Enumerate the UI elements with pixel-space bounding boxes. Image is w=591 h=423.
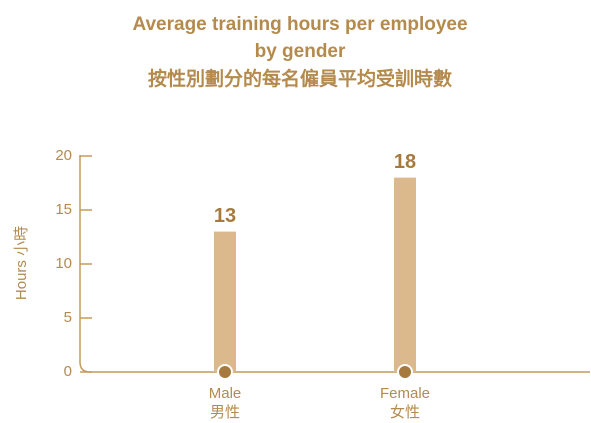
y-tick-label: 15 bbox=[55, 201, 72, 218]
marker bbox=[217, 364, 233, 380]
x-tick-label: Male bbox=[209, 385, 242, 402]
data-label: 18 bbox=[394, 151, 416, 173]
x-tick-label: 男性 bbox=[210, 404, 240, 421]
chart-title: by gender bbox=[255, 41, 346, 62]
y-tick-label: 20 bbox=[55, 147, 72, 164]
y-axis-label: Hours 小時 bbox=[13, 226, 30, 300]
y-tick-label: 5 bbox=[64, 309, 72, 326]
bar bbox=[394, 177, 416, 372]
chart-title: Average training hours per employee bbox=[132, 14, 467, 35]
data-label: 13 bbox=[214, 205, 236, 227]
y-tick-label: 10 bbox=[55, 255, 72, 272]
x-tick-label: Female bbox=[380, 385, 430, 402]
chart-title: 按性別劃分的每名僱員平均受訓時數 bbox=[148, 67, 452, 90]
axis bbox=[79, 155, 590, 373]
y-tick-label: 0 bbox=[64, 363, 72, 380]
bar bbox=[214, 231, 236, 372]
marker bbox=[397, 364, 413, 380]
x-tick-label: 女性 bbox=[390, 403, 420, 421]
